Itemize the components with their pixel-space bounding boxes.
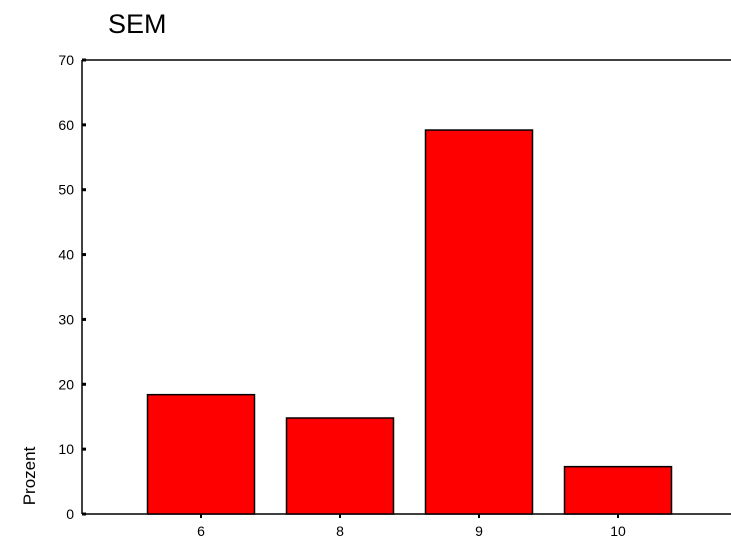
y-tick-label: 0 bbox=[66, 506, 74, 522]
y-tick-label: 30 bbox=[58, 311, 74, 327]
y-axis-label: Prozent bbox=[20, 446, 39, 505]
y-tick-label: 50 bbox=[58, 182, 74, 198]
bar-9 bbox=[424, 129, 534, 515]
y-tick-label: 10 bbox=[58, 441, 74, 457]
x-tick-label: 6 bbox=[197, 523, 205, 539]
bar-10 bbox=[563, 465, 673, 515]
y-tick-label: 70 bbox=[58, 52, 74, 68]
y-tick-label: 40 bbox=[58, 247, 74, 263]
bar-8 bbox=[285, 417, 395, 515]
x-tick-label: 10 bbox=[610, 523, 626, 539]
x-tick-label: 8 bbox=[336, 523, 344, 539]
x-axis: 6 8 9 10 bbox=[197, 514, 626, 539]
y-tick-label: 20 bbox=[58, 376, 74, 392]
y-tick-label: 60 bbox=[58, 117, 74, 133]
x-tick-label: 9 bbox=[475, 523, 483, 539]
chart-title: SEM bbox=[108, 9, 167, 39]
bars bbox=[146, 129, 673, 515]
y-axis: 0 10 20 30 40 50 60 70 bbox=[58, 52, 86, 522]
bar-6 bbox=[146, 393, 256, 515]
